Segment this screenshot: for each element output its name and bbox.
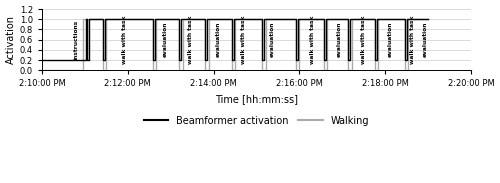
Text: evaluation: evaluation <box>216 22 221 57</box>
Text: walk with task: walk with task <box>122 15 126 64</box>
Text: walk with task: walk with task <box>310 15 315 64</box>
Text: walk with task: walk with task <box>241 15 246 64</box>
Text: walk with task: walk with task <box>360 15 366 64</box>
Y-axis label: Activation: Activation <box>6 15 16 64</box>
Text: walk with task: walk with task <box>410 15 415 64</box>
Text: walk with task: walk with task <box>188 15 193 64</box>
X-axis label: Time [hh:mm:ss]: Time [hh:mm:ss] <box>215 94 298 104</box>
Text: evaluation: evaluation <box>336 22 342 57</box>
Text: evaluation: evaluation <box>270 22 275 57</box>
Text: evaluation: evaluation <box>162 22 168 57</box>
Text: evaluation: evaluation <box>423 22 428 57</box>
Text: evaluation: evaluation <box>388 22 393 57</box>
Text: instructions: instructions <box>74 20 79 60</box>
Legend: Beamformer activation, Walking: Beamformer activation, Walking <box>140 112 373 130</box>
